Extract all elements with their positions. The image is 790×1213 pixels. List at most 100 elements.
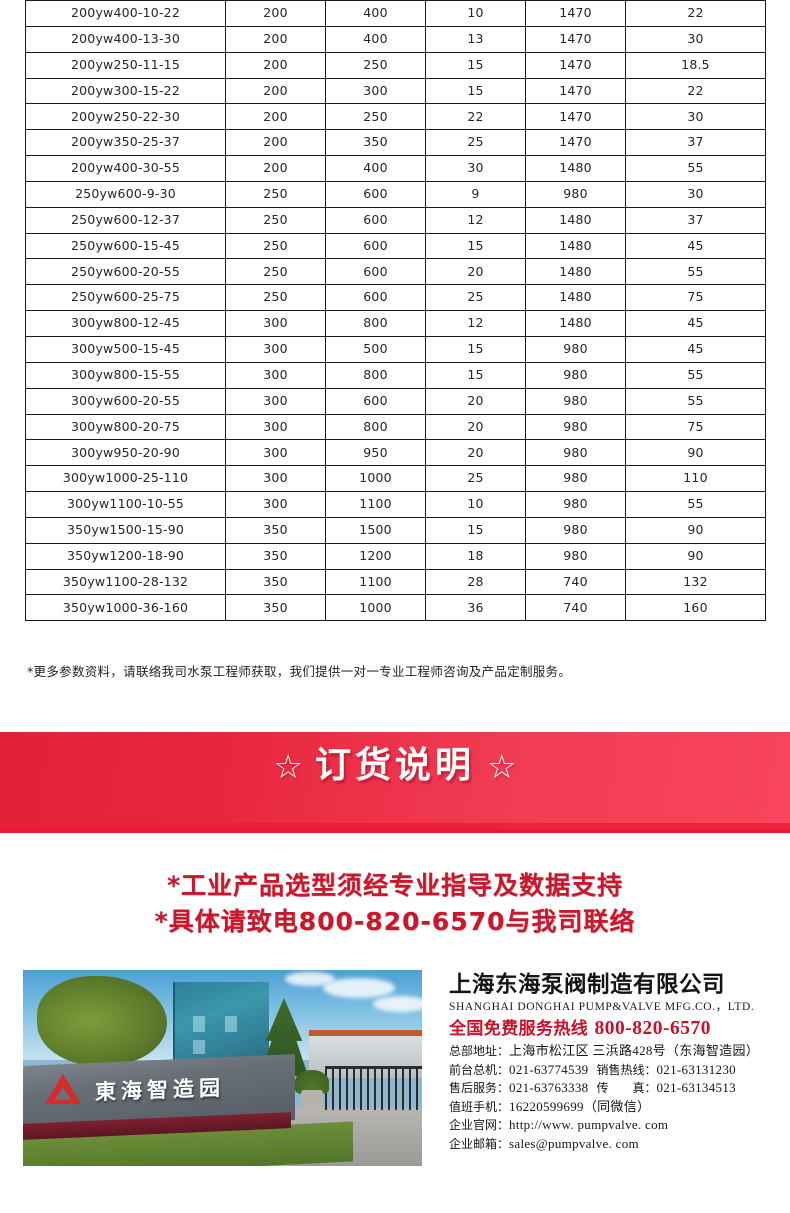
cell-model: 300yw500-15-45 [25, 335, 226, 363]
cell-value: 300 [325, 77, 426, 105]
cell-value: 15 [425, 77, 526, 105]
cell-model: 200yw250-22-30 [25, 103, 226, 131]
table-row: 200yw250-22-30 200 250 22 1470 30 [25, 103, 766, 131]
cell-value: 55 [625, 361, 766, 389]
cell-value: 980 [525, 542, 626, 570]
cell-value: 15 [425, 232, 526, 260]
cell-value: 28 [425, 568, 526, 596]
contact-value-secondary[interactable]: 021-63131230 [656, 1061, 736, 1077]
cell-value: 300 [225, 387, 326, 415]
contact-label: 总部地址： [449, 1044, 510, 1058]
contact-value[interactable]: 16220599699（同微信） [509, 1098, 651, 1114]
cell-value: 300 [225, 413, 326, 441]
contact-line: 总部地址：上海市松江区 三浜路428号（东海智造园） [449, 1042, 785, 1061]
cell-value: 90 [625, 439, 766, 467]
cell-value: 75 [625, 413, 766, 441]
cell-value: 1500 [325, 516, 426, 544]
cell-value: 30 [425, 155, 526, 182]
contact-value[interactable]: 上海市松江区 三浜路428号（东海智造园） [509, 1043, 760, 1058]
photo-cloud [285, 972, 335, 986]
cell-value: 300 [225, 439, 326, 467]
cell-value: 980 [525, 387, 626, 415]
contact-value[interactable]: http://www. pumpvalve. com [509, 1117, 669, 1132]
cell-value: 350 [325, 129, 426, 157]
cell-value: 55 [625, 491, 766, 518]
cell-value: 250 [225, 284, 326, 312]
cell-value: 1480 [525, 310, 626, 337]
cell-value: 15 [425, 516, 526, 544]
cell-value: 1200 [325, 542, 426, 570]
cell-value: 1470 [525, 25, 626, 53]
cell-value: 18.5 [625, 51, 766, 79]
cell-value: 200 [225, 51, 326, 79]
cell-value: 300 [225, 361, 326, 389]
cell-value: 18 [425, 542, 526, 570]
contact-value[interactable]: sales@pumpvalve. com [509, 1135, 639, 1151]
cell-value: 36 [425, 594, 526, 622]
cell-value: 9 [425, 180, 526, 208]
cell-value: 200 [225, 155, 326, 182]
cell-value: 12 [425, 206, 526, 234]
contact-label: 企业官网： [449, 1118, 510, 1132]
hotline-number[interactable]: 800-820-6570 [594, 1018, 712, 1039]
spec-table-body: 200yw400-10-22 200 400 10 1470 22 200yw400-13-… [25, 0, 766, 622]
cell-value: 110 [625, 465, 766, 493]
photo-window [193, 1016, 205, 1032]
cell-value: 500 [325, 335, 426, 363]
table-row: 300yw600-20-55 300 600 20 980 55 [25, 387, 766, 415]
cell-model: 300yw800-20-75 [25, 413, 226, 441]
contact-value-secondary[interactable]: 021-63134513 [656, 1080, 736, 1095]
cell-value: 30 [625, 103, 766, 131]
star-left-icon: ☆ [273, 747, 303, 785]
cell-value: 980 [525, 491, 626, 518]
hotline-row: 全国免费服务热线 800-820-6570 [449, 1018, 785, 1040]
cell-model: 250yw600-20-55 [25, 258, 226, 286]
notice-headlines: *工业产品选型须经专业指导及数据支持 *具体请致电800-820-6570与我司… [0, 868, 790, 940]
contact-value[interactable]: 021-63774539 [509, 1061, 589, 1077]
table-row: 300yw500-15-45 300 500 15 980 45 [25, 335, 766, 363]
contact-line: 售后服务：021-63763338 传 真：021-63134513 [449, 1079, 785, 1098]
cell-value: 37 [625, 206, 766, 234]
cell-value: 250 [225, 232, 326, 260]
photo-tree-left [37, 976, 167, 1066]
table-row: 350yw1500-15-90 350 1500 15 980 90 [25, 516, 766, 544]
cell-value: 10 [425, 491, 526, 518]
cell-model: 250yw600-12-37 [25, 206, 226, 234]
cell-value: 740 [525, 594, 626, 622]
cell-value: 250 [225, 206, 326, 234]
cell-value: 45 [625, 310, 766, 337]
cell-value: 1470 [525, 129, 626, 157]
cell-model: 200yw400-13-30 [25, 25, 226, 53]
cell-value: 20 [425, 258, 526, 286]
photo-right-roof [309, 1030, 422, 1038]
table-row: 250yw600-20-55 250 600 20 1480 55 [25, 258, 766, 286]
photo-window [193, 1040, 205, 1054]
contact-label-secondary: 传 真： [596, 1081, 657, 1095]
cell-value: 12 [425, 310, 526, 337]
cell-value: 1100 [325, 491, 426, 518]
hotline-label: 全国免费服务热线 [449, 1019, 589, 1039]
table-row: 200yw400-13-30 200 400 13 1470 30 [25, 25, 766, 53]
cell-model: 200yw400-30-55 [25, 155, 226, 182]
cell-value: 300 [225, 491, 326, 518]
photo-window [225, 1016, 237, 1032]
cell-value: 1480 [525, 284, 626, 312]
cell-value: 980 [525, 180, 626, 208]
star-right-icon: ☆ [487, 747, 517, 785]
cell-value: 200 [225, 103, 326, 131]
factory-gate-photo: 東海智造园 [23, 970, 422, 1166]
contact-value[interactable]: 021-63763338 [509, 1080, 589, 1095]
cell-value: 400 [325, 25, 426, 53]
cell-value: 22 [625, 0, 766, 27]
cell-value: 1480 [525, 258, 626, 286]
contact-label: 企业邮箱： [449, 1136, 510, 1151]
cell-value: 25 [425, 129, 526, 157]
cell-value: 250 [325, 51, 426, 79]
table-row: 200yw350-25-37 200 350 25 1470 37 [25, 129, 766, 157]
cell-value: 980 [525, 439, 626, 467]
cell-value: 20 [425, 387, 526, 415]
table-row: 250yw600-9-30 250 600 9 980 30 [25, 180, 766, 208]
cell-value: 1480 [525, 206, 626, 234]
cell-value: 1480 [525, 232, 626, 260]
photo-iron-gate [325, 1066, 422, 1110]
